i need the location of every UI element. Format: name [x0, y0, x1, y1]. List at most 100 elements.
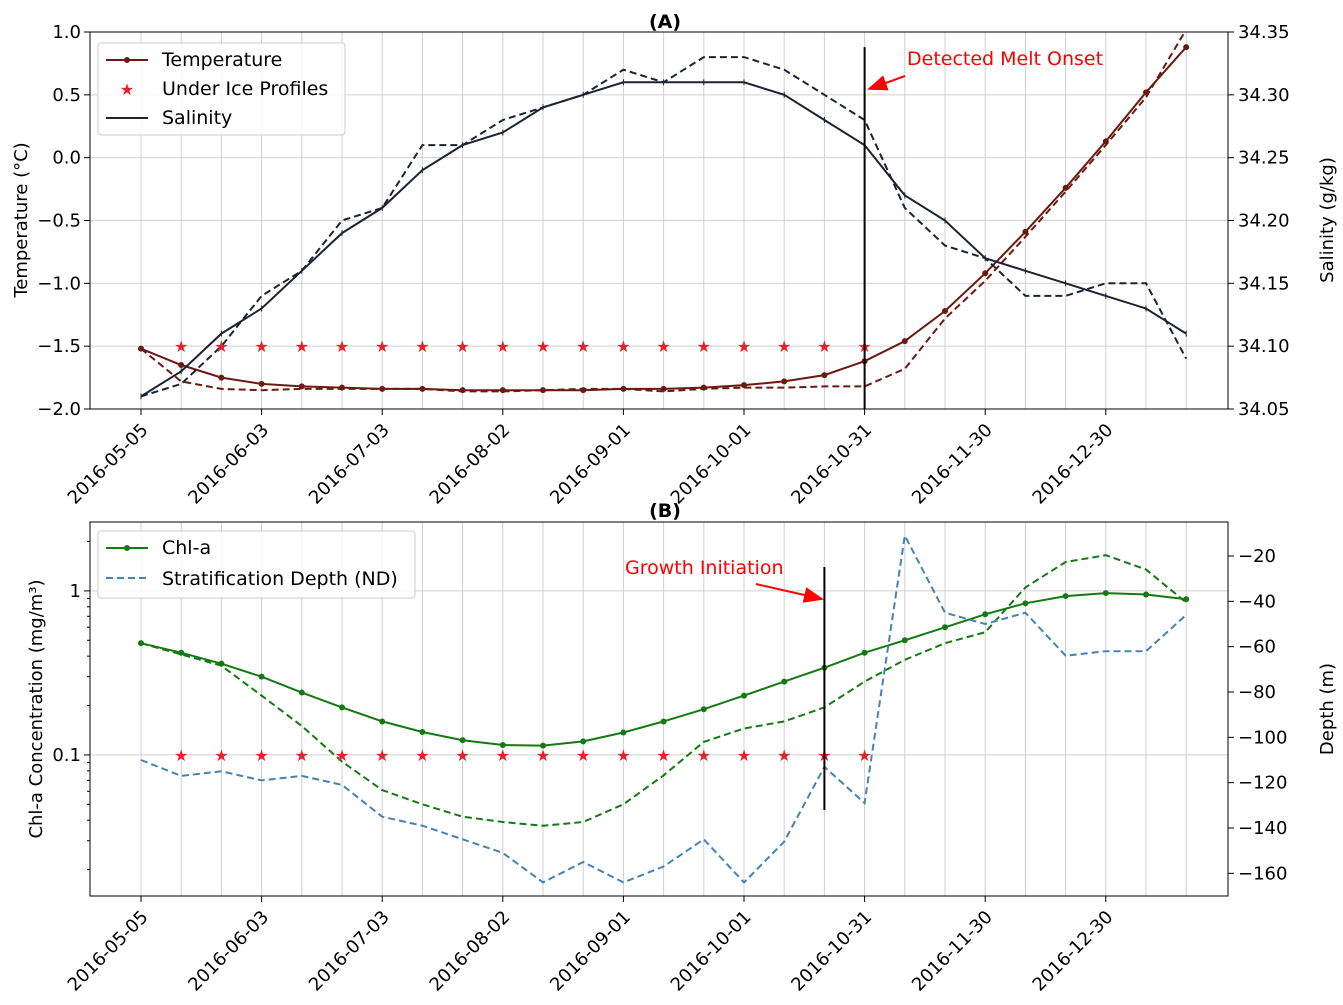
- panel-b-frame: [89, 521, 1229, 897]
- profile-star-marker: ★: [697, 337, 711, 356]
- profile-star-marker: ★: [415, 337, 429, 356]
- xtick-label: 2016-07-03: [305, 907, 394, 996]
- ytick-right-label: −20: [1238, 546, 1276, 567]
- ytick-right-label: 34.20: [1238, 211, 1290, 232]
- data-point: [298, 689, 305, 696]
- data-point: [419, 728, 426, 735]
- ytick-left-label: 1.0: [52, 22, 81, 43]
- data-point: [540, 387, 546, 394]
- data-point: [620, 385, 627, 392]
- ytick-left-label: 0.0: [52, 148, 81, 169]
- ytick-right-label: −120: [1238, 773, 1287, 794]
- data-point: [138, 640, 144, 647]
- xtick-label: 2016-09-01: [546, 420, 635, 509]
- profile-star-marker: ★: [375, 746, 389, 765]
- data-point: [781, 378, 788, 385]
- ytick-left-label: −0.5: [37, 211, 81, 232]
- profile-star-marker: ★: [496, 746, 510, 765]
- profile-star-marker: ★: [254, 337, 268, 356]
- data-point: [499, 741, 506, 748]
- profile-star-marker: ★: [616, 746, 630, 765]
- xtick-label: 2016-06-03: [184, 420, 273, 509]
- data-point: [660, 718, 667, 725]
- ytick-left-label: 0.5: [52, 85, 81, 106]
- data-point: [178, 362, 185, 369]
- data-point: [781, 678, 788, 685]
- ytick-right-label: 34.15: [1238, 273, 1290, 294]
- panel-a-ylabel-right: Salinity (g/kg): [1317, 157, 1338, 283]
- profile-star-marker: ★: [536, 337, 550, 356]
- series-3-dashed-line: [140, 56, 1188, 398]
- data-point: [1062, 593, 1069, 600]
- panel-b: ★★★★★★★★★★★★★★★★★★ 10.1−20−40−60−80−100−…: [26, 500, 1338, 996]
- legend-frame: [97, 530, 416, 599]
- data-point: [901, 637, 908, 644]
- data-point: [1183, 596, 1190, 603]
- ytick-right-label: −40: [1238, 591, 1276, 612]
- profile-star-marker: ★: [777, 337, 791, 356]
- xtick-label: 2016-08-02: [426, 907, 515, 996]
- xtick-label: 2016-12-30: [1029, 420, 1118, 509]
- ytick-left-label: −2.0: [37, 399, 81, 420]
- profile-star-marker: ★: [455, 337, 469, 356]
- panel-a-title: (A): [649, 11, 681, 33]
- data-point: [178, 649, 185, 656]
- panel-b-plot: ★★★★★★★★★★★★★★★★★★: [138, 532, 1190, 884]
- data-point: [1143, 591, 1149, 598]
- panel-a-ylabel-left: Temperature (°C): [11, 142, 32, 298]
- profile-star-marker: ★: [777, 746, 791, 765]
- profile-star-marker: ★: [455, 746, 469, 765]
- profile-star-marker: ★: [536, 746, 550, 765]
- xtick-label: 2016-11-30: [908, 907, 997, 996]
- panel-a-annotation-arrow: [867, 75, 906, 91]
- panel-b-axes: 1 0.1 −20 −40 −60 −80 −100 −120 −140 −160 2016-05-…: [52, 541, 1287, 996]
- data-point: [258, 380, 265, 387]
- panel-a: ★ ★ ★ ★ ★ ★ ★ ★ ★ ★ ★ ★ ★ ★ ★ ★ ★ ★ 1.0 0.5 0.0 −0.5 −1.0 −1.5…: [11, 11, 1338, 509]
- profile-star-marker: ★: [214, 746, 228, 765]
- xtick-label: 2016-10-01: [667, 907, 756, 996]
- profile-star-marker: ★: [295, 746, 309, 765]
- data-point: [339, 704, 345, 711]
- data-point: [580, 738, 587, 745]
- profile-star-marker: ★: [857, 746, 871, 765]
- panel-b-ylabel-right: Depth (m): [1317, 663, 1338, 755]
- profile-star-marker: ★: [656, 746, 670, 765]
- data-point: [379, 718, 386, 725]
- profile-star-marker: ★: [415, 746, 429, 765]
- ytick-left-label: −1.0: [37, 273, 81, 294]
- legend-label-salinity: Salinity: [162, 107, 232, 129]
- ytick-right-label: 34.25: [1238, 148, 1290, 169]
- legend-marker-chla: [124, 545, 130, 551]
- profile-star-marker: ★: [576, 337, 590, 356]
- profile-star-marker: ★: [656, 337, 670, 356]
- profile-star-marker: ★: [335, 746, 349, 765]
- data-point: [982, 611, 989, 618]
- xtick-label: 2016-10-01: [667, 420, 756, 509]
- panel-b-legend: Chl-a Stratification Depth (ND): [97, 530, 416, 599]
- data-point: [700, 706, 707, 713]
- xtick-label: 2016-12-30: [1029, 907, 1118, 996]
- data-point: [540, 742, 546, 749]
- profile-star-marker: ★: [375, 337, 389, 356]
- profile-star-marker: ★: [496, 337, 510, 356]
- profile-star-marker: ★: [174, 337, 188, 356]
- data-point: [298, 383, 305, 390]
- legend-label-chla: Chl-a: [162, 537, 211, 559]
- data-point: [1022, 228, 1029, 235]
- data-point: [1022, 600, 1029, 607]
- data-point: [942, 307, 948, 314]
- legend-frame: [97, 42, 346, 136]
- xtick-label: 2016-08-02: [426, 420, 515, 509]
- xtick-label: 2016-10-31: [787, 420, 876, 509]
- profile-star-marker: ★: [737, 337, 751, 356]
- data-point: [459, 737, 466, 744]
- panel-b-annotation: Growth Initiation: [625, 557, 784, 579]
- data-point: [901, 338, 908, 345]
- ytick-right-label: −160: [1238, 863, 1287, 884]
- data-point: [821, 372, 828, 379]
- profile-star-marker: ★: [616, 337, 630, 356]
- panel-b-ylabel-left: Chl-a Concentration (mg/m³): [26, 579, 47, 838]
- ytick-left-label: −1.5: [37, 336, 81, 357]
- ytick-right-label: 34.05: [1238, 399, 1290, 420]
- profile-star-marker: ★: [817, 337, 831, 356]
